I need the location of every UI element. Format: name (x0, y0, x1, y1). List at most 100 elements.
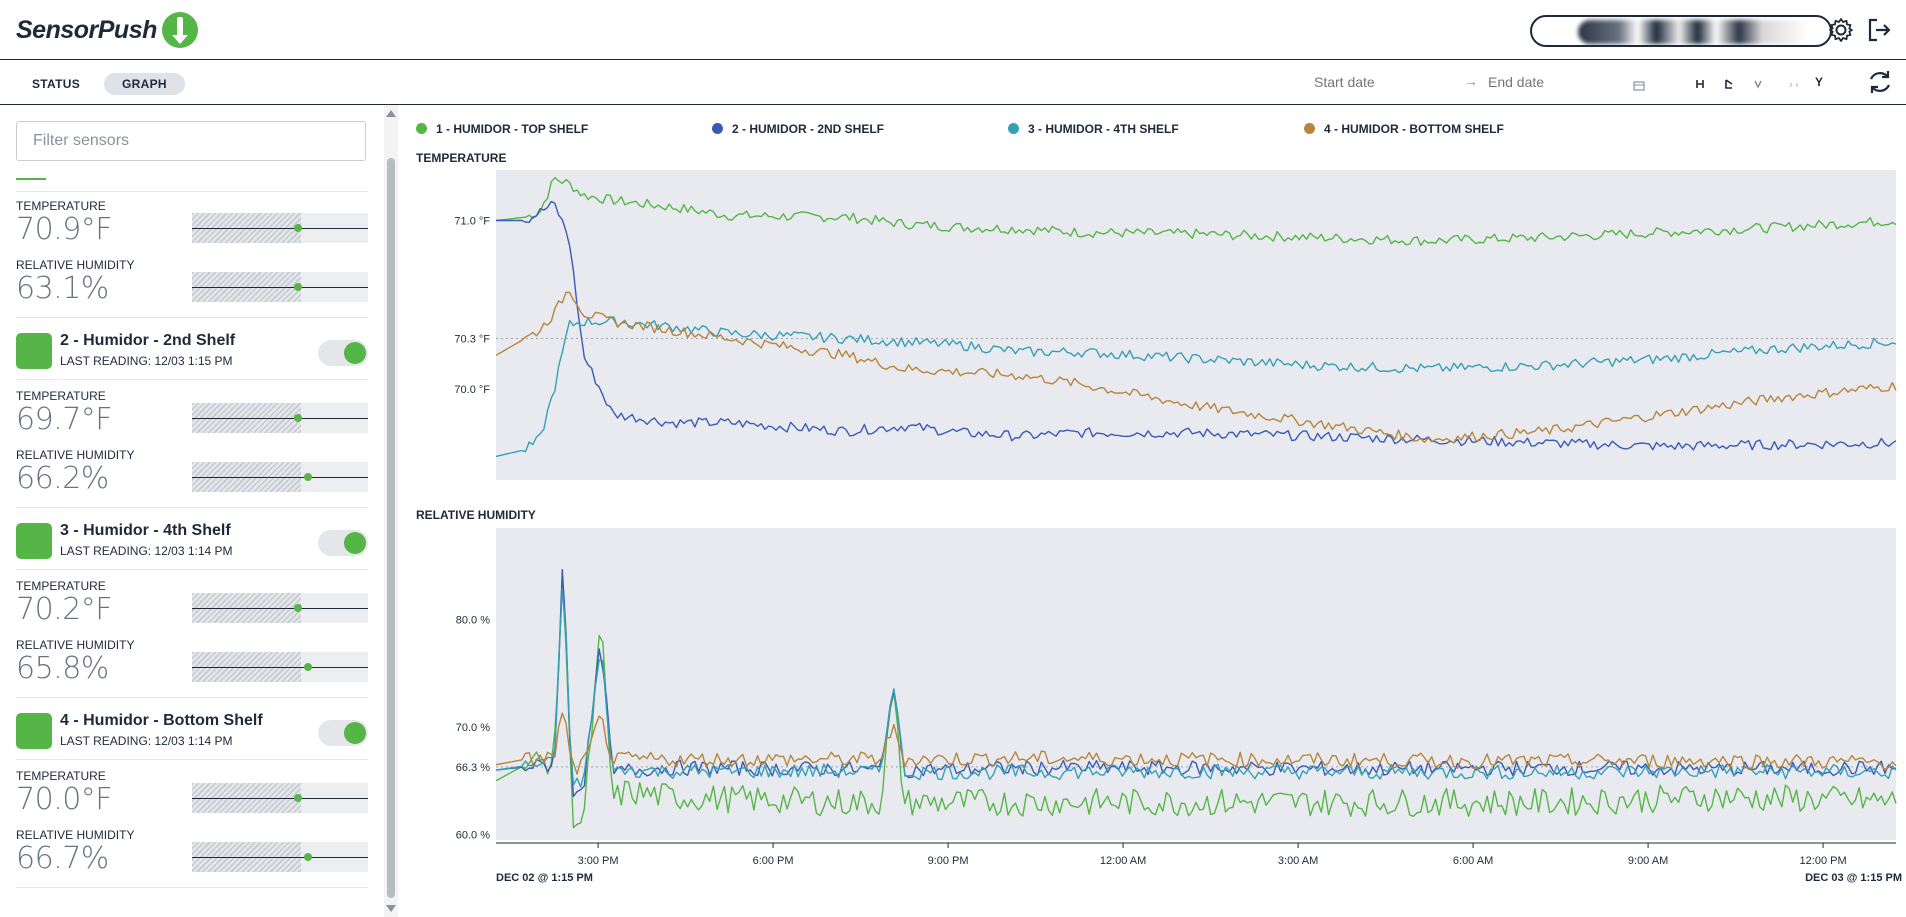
range-line (192, 608, 368, 609)
logo-mark-icon (161, 12, 198, 48)
account-button[interactable] (1530, 15, 1832, 47)
temperature-value: 70.0°F (16, 782, 113, 817)
legend-item-4[interactable]: 4 - HUMIDOR - BOTTOM SHELF (1304, 122, 1504, 138)
tab-status[interactable]: STATUS (32, 77, 81, 91)
temperature-label: TEMPERATURE (16, 199, 106, 213)
range-year-button[interactable]: Y (1815, 75, 1824, 89)
gear-icon[interactable] (1828, 17, 1854, 43)
series-line-3 (495, 588, 1897, 788)
graph-toolbar: STATUS GRAPH → Y (0, 61, 1906, 105)
y-tick-label: 70.0 % (456, 722, 490, 734)
temperature-range-bar (192, 213, 368, 243)
toggle-knob (344, 532, 366, 554)
range-month-icon[interactable] (1789, 79, 1799, 89)
sensor-name[interactable]: 3 - Humidor - 4th Shelf (60, 522, 231, 539)
plot-background (496, 528, 1896, 840)
sensorpush-logo[interactable]: SensorPush (16, 12, 199, 48)
sensor-3-temperature: TEMPERATURE 70.2°F (16, 579, 368, 637)
temperature-label: TEMPERATURE (16, 769, 106, 783)
divider (16, 191, 368, 192)
y-tick-label: 66.3 % (456, 762, 490, 774)
sensor-1-color-indicator (16, 178, 46, 180)
legend-item-3[interactable]: 3 - HUMIDOR - 4TH SHELF (1008, 122, 1179, 138)
humidity-value: 66.7% (16, 841, 109, 876)
x-tick-label: 3:00 AM (1278, 855, 1318, 867)
sensor-visibility-toggle[interactable] (318, 340, 368, 366)
sensor-header[interactable]: 3 - Humidor - 4th Shelf LAST READING: 12… (16, 517, 368, 570)
last-reading: LAST READING: 12/03 1:14 PM (60, 544, 233, 558)
sensor-4-temperature: TEMPERATURE 70.0°F (16, 769, 368, 827)
x-tick-label: 12:00 PM (1800, 855, 1847, 867)
sensor-header[interactable]: 2 - Humidor - 2nd Shelf LAST READING: 12… (16, 327, 368, 380)
current-value-dot (304, 473, 313, 481)
logout-icon[interactable] (1866, 17, 1892, 43)
range-line (192, 477, 368, 478)
sensor-color-swatch (16, 523, 52, 559)
start-date-input[interactable] (1312, 73, 1446, 91)
humidity-value: 63.1% (16, 271, 109, 306)
end-date-input[interactable] (1486, 73, 1620, 91)
sensor-color-swatch (16, 333, 52, 369)
sensor-2-humidity: RELATIVE HUMIDITY 66.2% (16, 448, 368, 506)
toggle-knob (344, 342, 366, 364)
divider (16, 697, 368, 698)
range-line (192, 418, 368, 419)
sensor-1-temperature: TEMPERATURE 70.9°F (16, 199, 368, 257)
filter-sensors-input[interactable] (16, 121, 366, 161)
y-tick-label: 60.0 % (456, 830, 490, 842)
sensor-charts[interactable]: 71.0 °F 70.3 °F 70.0 °F 80.0 % 70.0 % 66.3 % 6… (398, 140, 1906, 917)
scrollbar-thumb[interactable] (387, 158, 395, 898)
tab-graph[interactable]: GRAPH (104, 73, 185, 95)
range-line (192, 857, 368, 858)
range-week-icon[interactable] (1753, 79, 1763, 89)
end-date-field[interactable] (1486, 73, 1620, 95)
current-value-dot (293, 794, 302, 802)
sensor-sidebar: TEMPERATURE 70.9°F RELATIVE HUMIDITY 63.… (0, 105, 384, 917)
sensor-3-humidity: RELATIVE HUMIDITY 65.8% (16, 638, 368, 696)
sensor-2-temperature: TEMPERATURE 69.7°F (16, 389, 368, 447)
humidity-range-bar (192, 462, 368, 492)
sensor-name[interactable]: 4 - Humidor - Bottom Shelf (60, 712, 263, 729)
series-line-2 (496, 200, 1897, 451)
legend-dot-icon (712, 123, 723, 134)
divider (16, 887, 368, 888)
legend-item-2[interactable]: 2 - HUMIDOR - 2ND SHELF (712, 122, 884, 138)
series-line-1 (495, 579, 1897, 829)
refresh-icon[interactable] (1866, 68, 1894, 96)
current-value-dot (304, 663, 313, 671)
scroll-down-arrow-icon[interactable] (386, 905, 396, 912)
toggle-knob (344, 722, 366, 744)
x-tick-label: 9:00 PM (928, 855, 969, 867)
legend-dot-icon (1304, 123, 1315, 134)
humidity-value: 66.2% (16, 461, 109, 496)
humidity-range-bar (192, 652, 368, 682)
range-day-icon[interactable] (1724, 79, 1734, 89)
range-hour-icon[interactable] (1695, 79, 1705, 89)
humidity-label: RELATIVE HUMIDITY (16, 258, 135, 272)
x-range-start-label: DEC 02 @ 1:15 PM (496, 872, 593, 884)
x-tick-label: 12:00 AM (1100, 855, 1146, 867)
x-range-end-label: DEC 03 @ 1:15 PM (1805, 872, 1902, 884)
temperature-chart-title: TEMPERATURE (416, 151, 507, 165)
humidity-chart-title: RELATIVE HUMIDITY (416, 508, 536, 522)
y-tick-label: 80.0 % (456, 614, 490, 626)
humidity-range-bar (192, 842, 368, 872)
temperature-range-bar (192, 593, 368, 623)
x-tick-label: 9:00 AM (1628, 855, 1668, 867)
range-line (192, 287, 368, 288)
range-line (192, 667, 368, 668)
sensor-color-swatch (16, 713, 52, 749)
sensor-visibility-toggle[interactable] (318, 720, 368, 746)
last-reading: LAST READING: 12/03 1:15 PM (60, 354, 233, 368)
legend-item-1[interactable]: 1 - HUMIDOR - TOP SHELF (416, 122, 588, 138)
start-date-field[interactable] (1312, 73, 1446, 95)
scroll-up-arrow-icon[interactable] (386, 110, 396, 117)
sensor-name[interactable]: 2 - Humidor - 2nd Shelf (60, 332, 236, 349)
calendar-icon[interactable] (1633, 79, 1645, 91)
logo-text: SensorPush (16, 15, 157, 44)
sensor-visibility-toggle[interactable] (318, 530, 368, 556)
current-value-dot (293, 414, 302, 422)
sensor-header[interactable]: 4 - Humidor - Bottom Shelf LAST READING:… (16, 707, 368, 760)
x-tick-label: 6:00 AM (1453, 855, 1493, 867)
humidity-label: RELATIVE HUMIDITY (16, 828, 135, 842)
